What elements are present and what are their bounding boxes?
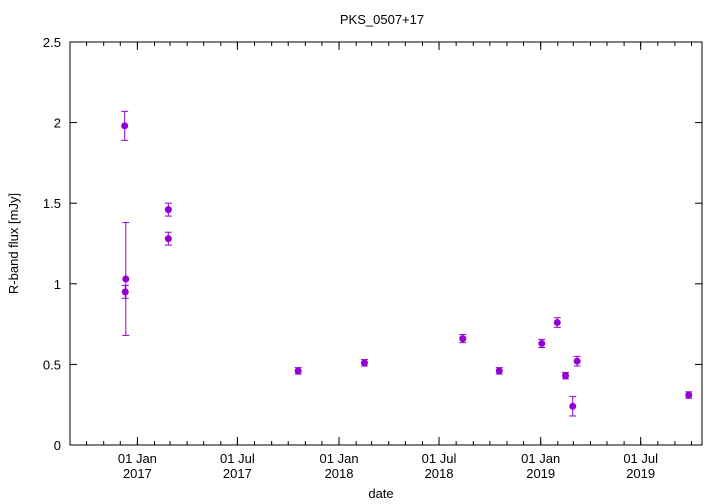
data-point [360,359,368,367]
x-tick-label: 01 Jan [118,451,157,466]
data-point [459,335,467,343]
plot-area-border [69,41,703,446]
y-axis: 0 0.5 1 1.5 2 2.5 [43,35,702,453]
data-point [573,357,581,365]
data-point [538,339,546,347]
x-tick-label-year: 2017 [123,466,152,481]
data-point [121,288,129,296]
data-point [495,367,503,375]
x-tick-label: 01 Jul [220,451,255,466]
y-tick-label: 1 [54,277,61,292]
data-point [294,367,302,375]
x-tick-label: 01 Jan [521,451,560,466]
data-point [164,235,172,243]
y-axis-label: R-band flux [mJy] [6,193,21,294]
data-point [685,391,693,399]
x-tick-label-year: 2018 [325,466,354,481]
y-tick-label: 2.5 [43,35,61,50]
data-point [562,372,570,380]
y-tick-label: 1.5 [43,196,61,211]
x-tick-label: 01 Jan [320,451,359,466]
data-points [121,110,693,417]
x-tick-label-year: 2019 [626,466,655,481]
x-tick-label-year: 2017 [223,466,252,481]
data-point [122,275,130,283]
data-point [569,402,577,410]
x-tick-label-year: 2018 [425,466,454,481]
y-tick-label: 0 [54,438,61,453]
y-tick-label: 2 [54,116,61,131]
data-point [121,122,129,130]
x-tick-label: 01 Jul [623,451,658,466]
data-point [164,206,172,214]
x-tick-label: 01 Jul [422,451,457,466]
chart-title: PKS_0507+17 [340,12,424,27]
x-axis-label: date [368,486,393,501]
y-tick-label: 0.5 [43,357,61,372]
data-point [553,318,561,326]
x-tick-label-year: 2019 [526,466,555,481]
